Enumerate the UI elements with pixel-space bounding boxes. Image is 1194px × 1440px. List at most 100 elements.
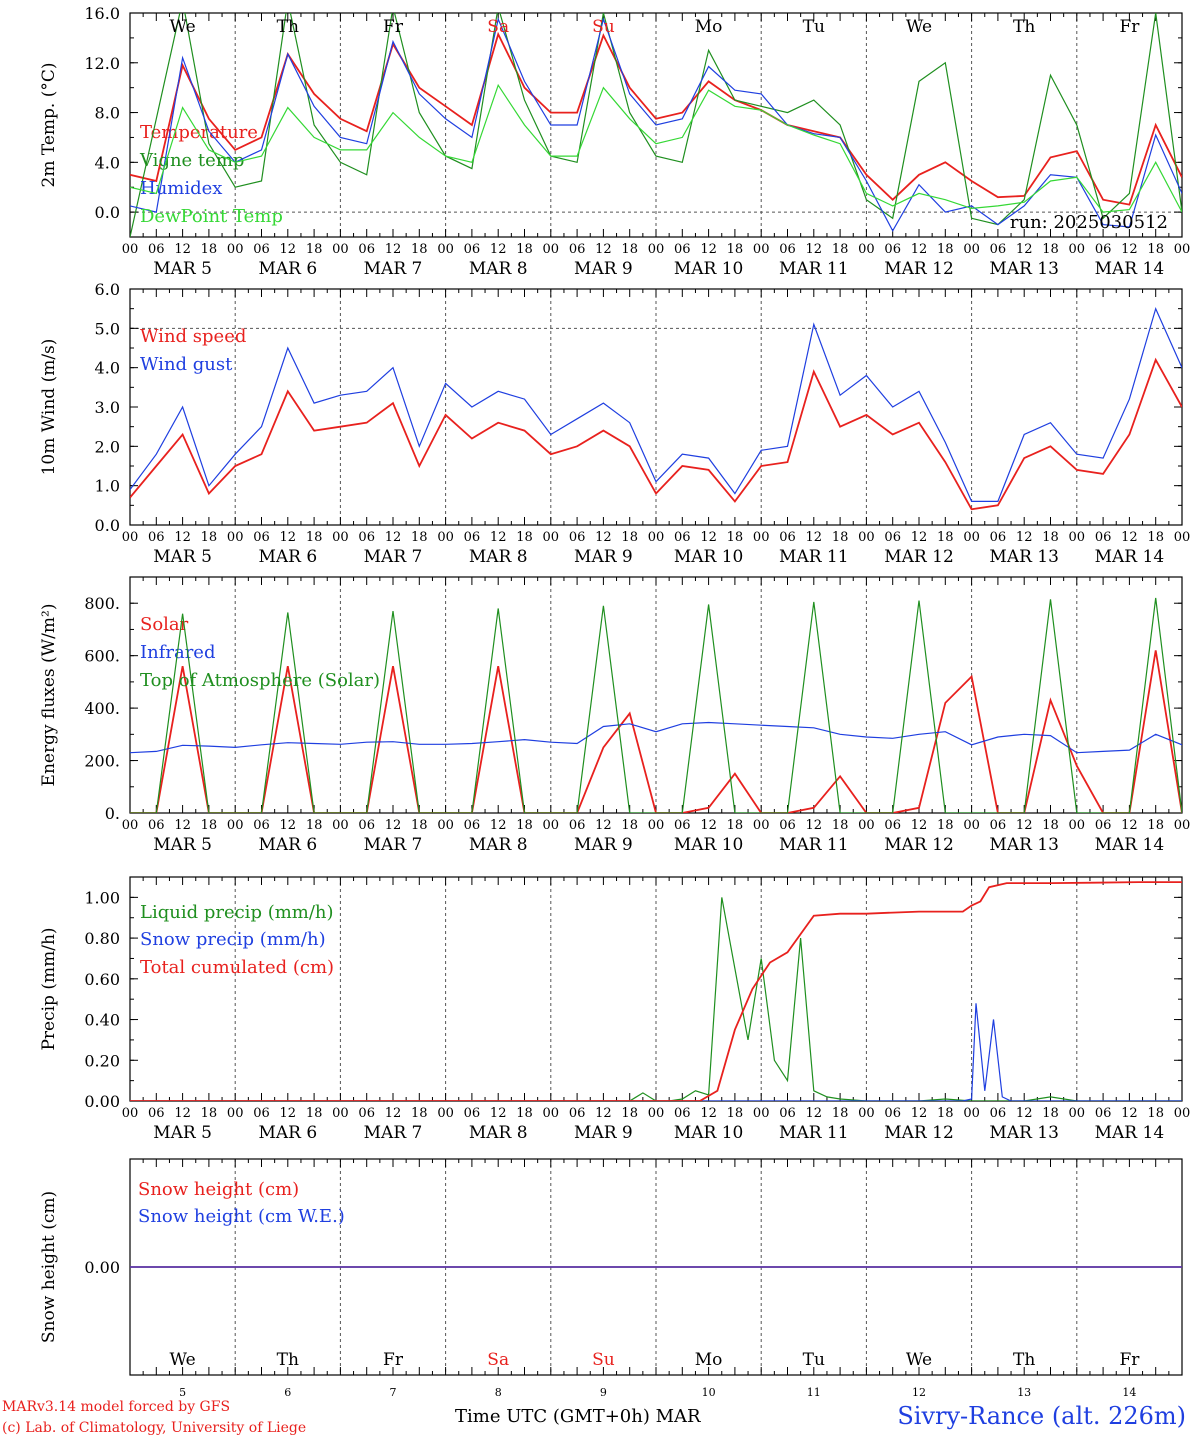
- y-tick-label: 0.80: [84, 929, 120, 948]
- x-hour-label: 06: [779, 242, 796, 257]
- x-hour-label: 18: [1147, 242, 1164, 257]
- x-hour-label: 06: [464, 242, 481, 257]
- y-axis-title: 2m Temp. (°C): [39, 62, 59, 187]
- x-hour-label: 18: [621, 1106, 638, 1121]
- x-hour-label: 12: [595, 530, 612, 545]
- day-number-label: 13: [1017, 1386, 1031, 1399]
- x-hour-label: 18: [411, 818, 428, 833]
- x-hour-label: 18: [727, 1106, 744, 1121]
- day-of-week-label: Fr: [1119, 17, 1140, 37]
- y-tick-label: 0.00: [84, 1258, 120, 1277]
- x-hour-label: 12: [595, 818, 612, 833]
- x-hour-label: 00: [1174, 1106, 1191, 1121]
- x-hour-label: 12: [911, 818, 928, 833]
- x-date-label: MAR 12: [884, 259, 954, 279]
- x-date-label: MAR 13: [989, 835, 1059, 855]
- x-hour-label: 06: [569, 242, 586, 257]
- x-hour-label: 12: [911, 1106, 928, 1121]
- x-date-label: MAR 9: [574, 835, 633, 855]
- series-line-wind-speed: [130, 357, 1182, 511]
- panel-1: 16.0 12.0 8.0 4.0 0.0 2m Temp. (°C) Temperatur…: [39, 4, 1190, 279]
- x-date-label: MAR 6: [258, 547, 317, 567]
- y-tick-label: 4.0: [95, 359, 120, 378]
- x-date-label: MAR 9: [574, 259, 633, 279]
- x-hour-label: 18: [516, 242, 533, 257]
- x-hour-label: 12: [1121, 1106, 1138, 1121]
- x-hour-label: 00: [1069, 242, 1086, 257]
- y-tick-label: 800.: [84, 594, 120, 613]
- x-hour-label: 12: [700, 818, 717, 833]
- x-hour-label: 06: [1095, 1106, 1112, 1121]
- x-hour-label: 18: [621, 242, 638, 257]
- x-hour-label: 00: [543, 1106, 560, 1121]
- x-hour-label: 18: [411, 242, 428, 257]
- x-hour-label: 06: [569, 818, 586, 833]
- x-date-label: MAR 5: [153, 835, 212, 855]
- run-label: run: 2025030512: [1010, 212, 1168, 233]
- y-tick-label: 0.40: [84, 1011, 120, 1030]
- x-hour-label: 00: [858, 242, 875, 257]
- x-hour-label: 00: [227, 818, 244, 833]
- x-hour-label: 12: [806, 1106, 823, 1121]
- x-hour-label: 00: [753, 242, 770, 257]
- x-date-label: MAR 14: [1095, 547, 1165, 567]
- x-hour-label: 00: [122, 818, 139, 833]
- x-hour-label: 06: [253, 530, 270, 545]
- series-line-liquid-precip-mm-h-: [130, 897, 1182, 1101]
- x-hour-label: 00: [437, 1106, 454, 1121]
- legend-entry: Liquid precip (mm/h): [140, 902, 334, 923]
- day-number-label: 9: [600, 1386, 607, 1399]
- x-hour-label: 18: [727, 530, 744, 545]
- x-date-label: MAR 12: [884, 1123, 954, 1143]
- x-hour-label: 06: [464, 818, 481, 833]
- series-line-humidex: [130, 17, 1182, 233]
- day-of-week-label: Mo: [695, 1350, 723, 1370]
- x-hour-label: 12: [595, 1106, 612, 1121]
- x-date-label: MAR 8: [469, 259, 528, 279]
- x-hour-label: 18: [937, 242, 954, 257]
- series-line-dewpoint-temp: [130, 83, 1182, 213]
- x-date-label: MAR 11: [779, 1123, 849, 1143]
- y-axis-title: 10m Wind (m/s): [39, 339, 59, 476]
- x-date-label: MAR 14: [1095, 259, 1165, 279]
- x-hour-label: 06: [358, 242, 375, 257]
- x-date-label: MAR 13: [989, 259, 1059, 279]
- day-number-label: 5: [179, 1386, 186, 1399]
- x-hour-label: 12: [490, 1106, 507, 1121]
- x-date-label: MAR 5: [153, 1123, 212, 1143]
- x-hour-label: 06: [148, 530, 165, 545]
- legend-entry: Humidex: [140, 178, 222, 199]
- x-hour-label: 12: [700, 242, 717, 257]
- x-hour-label: 12: [385, 242, 402, 257]
- x-date-label: MAR 9: [574, 547, 633, 567]
- legend-entry: Wind gust: [140, 354, 233, 375]
- x-hour-label: 00: [1174, 530, 1191, 545]
- day-of-week-label: We: [906, 1350, 932, 1370]
- day-number-label: 6: [284, 1386, 291, 1399]
- x-hour-label: 00: [332, 242, 349, 257]
- x-hour-label: 00: [648, 818, 665, 833]
- day-number-label: 14: [1122, 1386, 1136, 1399]
- x-hour-label: 00: [437, 242, 454, 257]
- x-hour-label: 18: [1147, 818, 1164, 833]
- x-hour-label: 18: [306, 530, 323, 545]
- x-hour-label: 18: [1042, 818, 1059, 833]
- x-hour-label: 18: [201, 818, 218, 833]
- x-hour-label: 12: [1016, 818, 1033, 833]
- x-date-label: MAR 6: [258, 835, 317, 855]
- x-hour-label: 06: [884, 530, 901, 545]
- legend-entry: Temperature: [140, 122, 258, 143]
- x-hour-label: 06: [884, 242, 901, 257]
- x-date-label: MAR 12: [884, 835, 954, 855]
- day-number-label: 11: [807, 1386, 821, 1399]
- series-line-top-of-atmosphere-solar-: [130, 597, 1182, 813]
- x-hour-label: 12: [911, 530, 928, 545]
- x-date-label: MAR 7: [364, 835, 423, 855]
- x-date-label: MAR 8: [469, 1123, 528, 1143]
- footer-station: Sivry-Rance (alt. 226m): [897, 1402, 1186, 1430]
- series-line-total-cumulated-cm-: [130, 881, 1182, 1101]
- series-line-temperature: [130, 31, 1182, 206]
- x-hour-label: 00: [858, 818, 875, 833]
- x-hour-label: 00: [963, 818, 980, 833]
